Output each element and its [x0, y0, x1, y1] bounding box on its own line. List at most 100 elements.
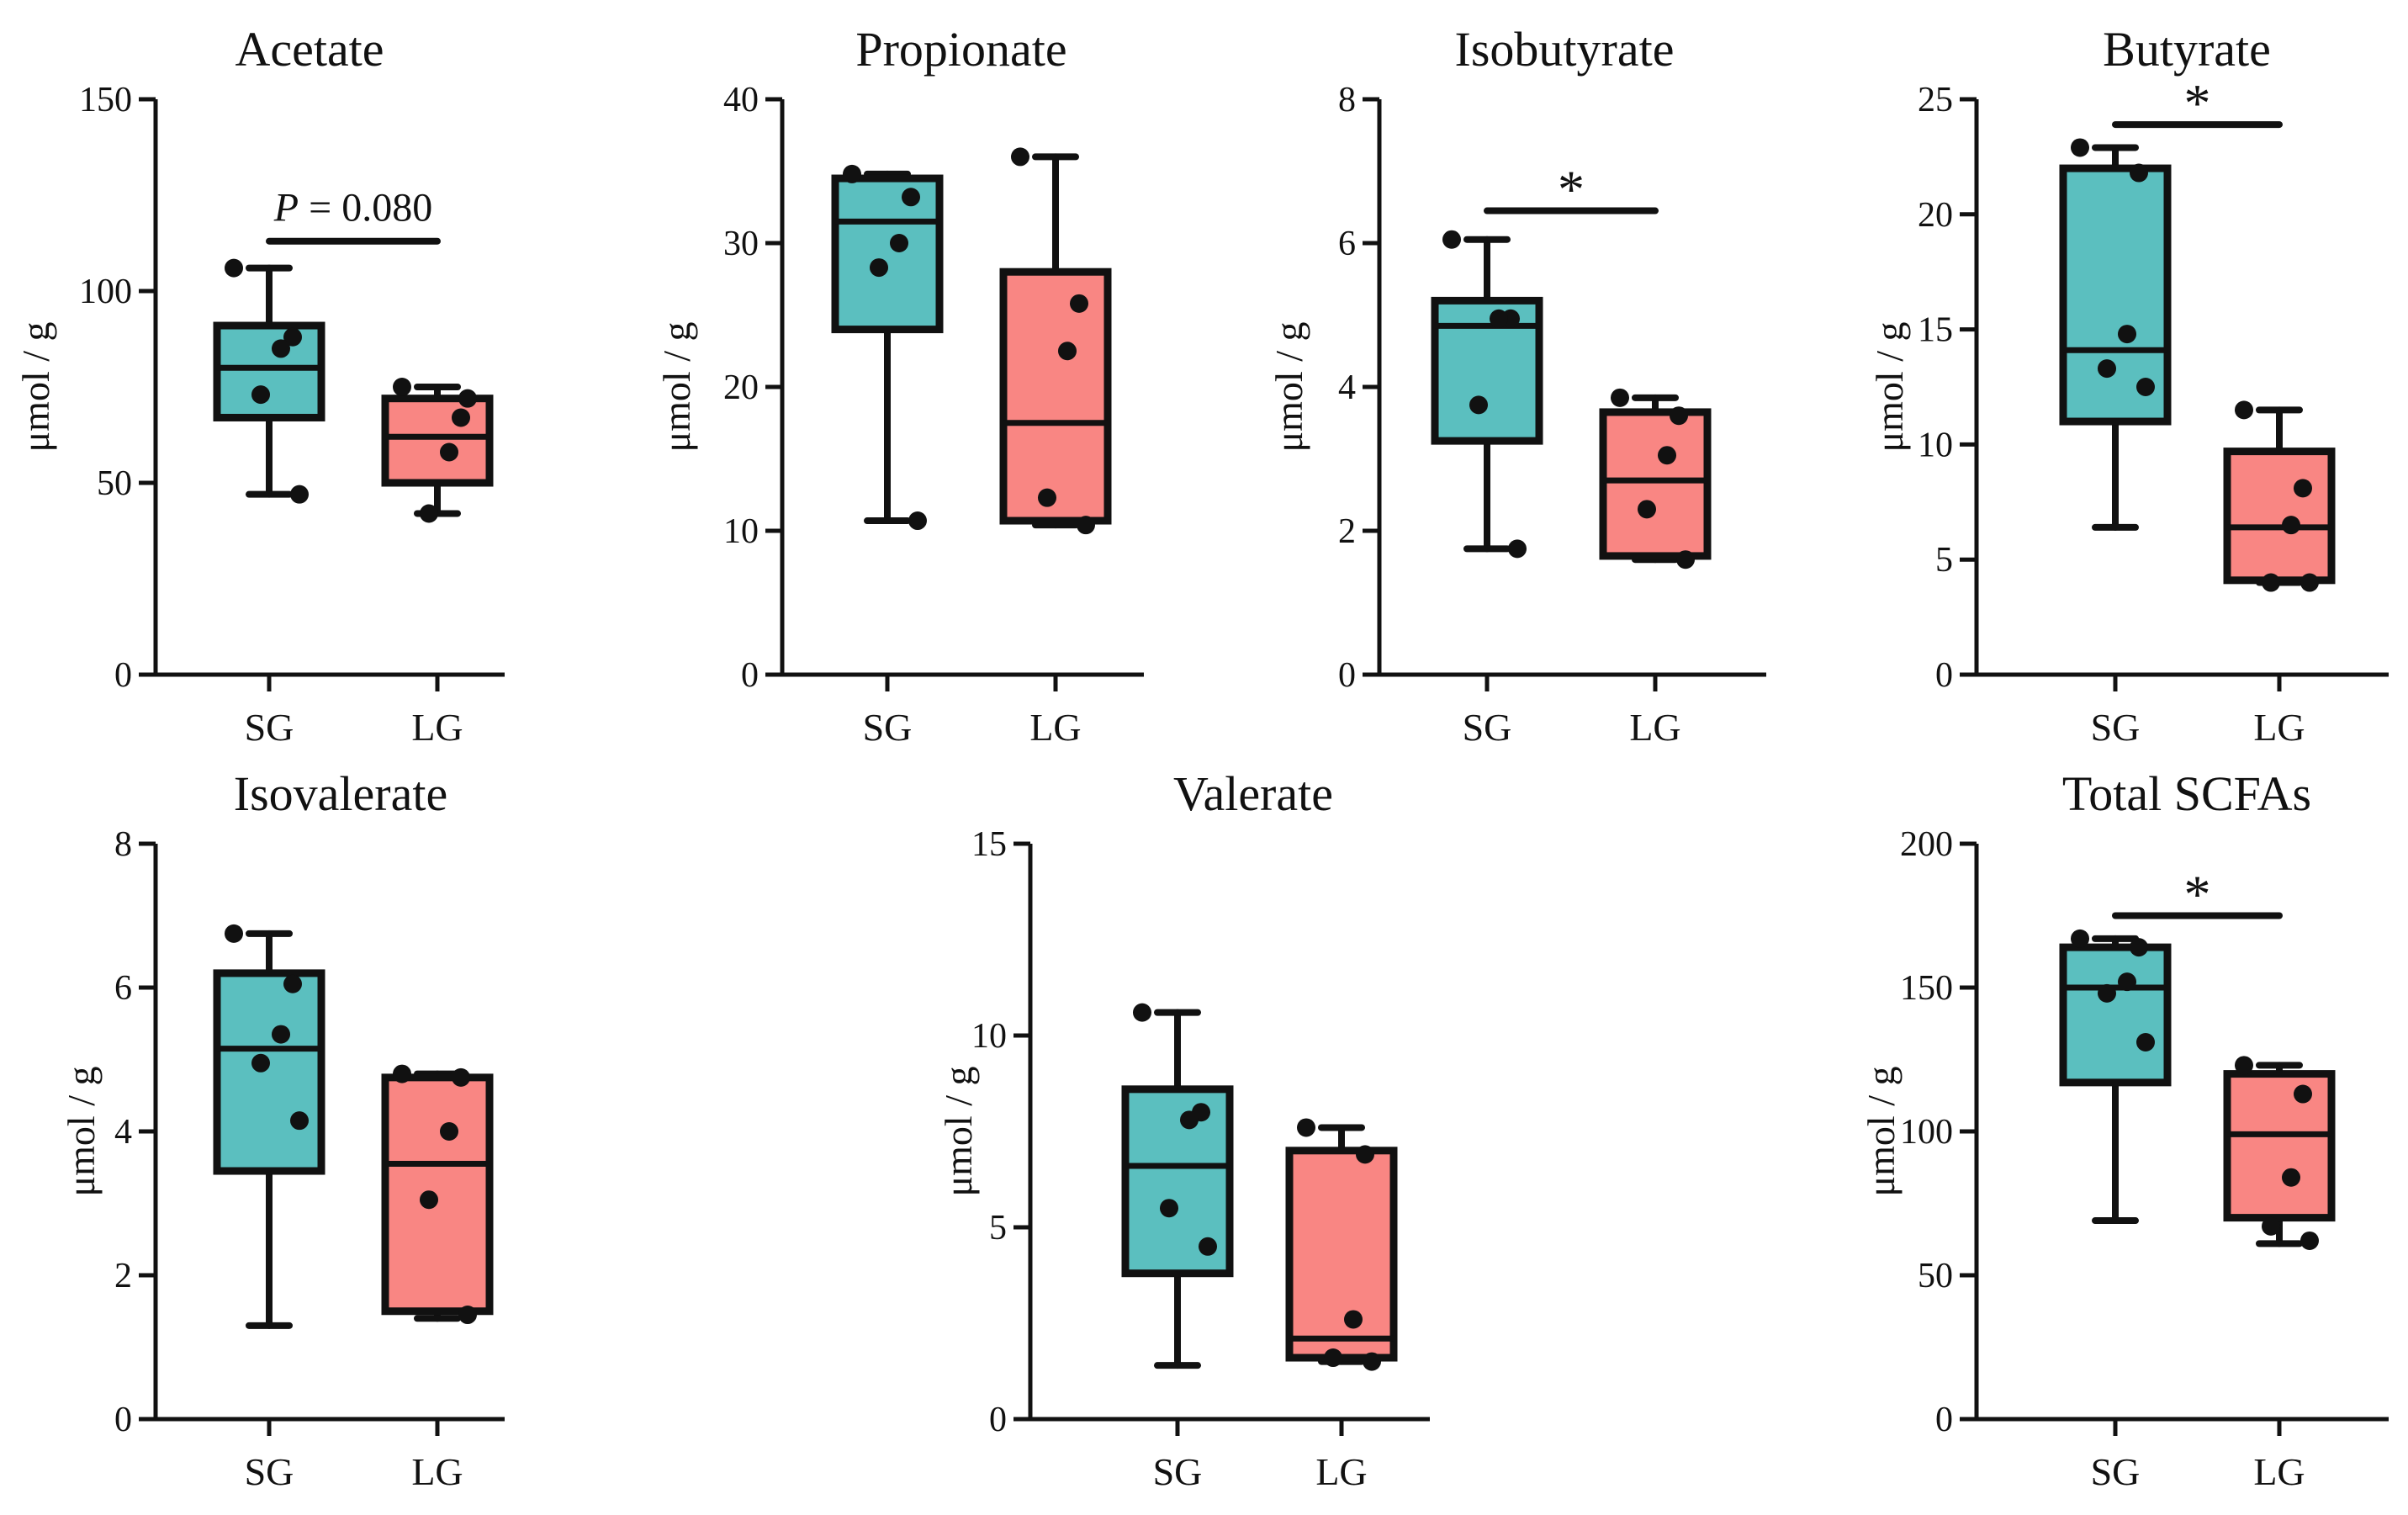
isobutyrate-lg-data-point	[1676, 550, 1695, 569]
isobutyrate-y-tick-label: 0	[1338, 656, 1356, 695]
propionate-sg-data-point	[843, 164, 861, 183]
total-scfas-y-axis-label: μmol / g	[1860, 1066, 1903, 1196]
isobutyrate-sg-box	[1431, 296, 1543, 445]
total-scfas-title: Total SCFAs	[2062, 766, 2311, 821]
total-scfas-sg-category-label: SG	[2091, 1450, 2141, 1493]
isovalerate-sg-box	[213, 969, 325, 1175]
total-scfas-significance-label: *	[2184, 865, 2211, 924]
acetate-y-tick-label: 0	[114, 656, 132, 695]
valerate-lg-data-point	[1356, 1145, 1374, 1164]
total-scfas-lg-data-point	[2294, 1084, 2312, 1104]
acetate-y-tick-label: 150	[79, 81, 132, 119]
propionate-sg-box	[831, 174, 944, 334]
total-scfas-lg-data-point	[2282, 1168, 2300, 1187]
acetate-lg-data-point	[440, 442, 458, 462]
isovalerate-lg-box	[381, 1073, 494, 1316]
butyrate-lg-data-point	[2262, 573, 2280, 592]
acetate-sg-data-point	[290, 485, 309, 504]
isovalerate-title: Isovalerate	[234, 766, 447, 821]
butyrate-lg-data-point	[2294, 479, 2312, 498]
isovalerate-sg-data-point	[290, 1111, 309, 1131]
total-scfas-y-tick-label: 100	[1900, 1113, 1953, 1152]
valerate-sg-data-point	[1180, 1110, 1199, 1130]
isovalerate-y-tick-label: 0	[114, 1401, 132, 1439]
total-scfas-sg-data-point	[2118, 972, 2136, 992]
butyrate-y-tick-label: 15	[1918, 311, 1953, 350]
total-scfas-sg-box	[2059, 943, 2172, 1087]
isovalerate-sg-category-label: SG	[245, 1450, 294, 1493]
butyrate-significance-label: *	[2184, 73, 2211, 133]
butyrate-lg-box	[2223, 448, 2336, 585]
propionate-lg-data-point	[1058, 342, 1077, 361]
total-scfas-lg-data-point	[2235, 1056, 2253, 1075]
valerate-y-tick-label: 15	[971, 825, 1007, 864]
propionate-title: Propionate	[855, 22, 1066, 77]
valerate-sg-data-point	[1199, 1237, 1217, 1256]
total-scfas-lg-category-label: LG	[2253, 1450, 2305, 1493]
total-scfas-y-tick-label: 150	[1900, 969, 1953, 1008]
isobutyrate-sg-data-point	[1490, 309, 1508, 328]
propionate-lg-data-point	[1011, 147, 1029, 167]
propionate-sg-category-label: SG	[863, 706, 913, 749]
propionate-y-tick-label: 0	[741, 656, 759, 695]
propionate-lg-data-point	[1038, 488, 1056, 507]
total-scfas-sg-data-point	[2130, 938, 2148, 957]
isovalerate-y-tick-label: 8	[114, 825, 132, 864]
acetate-sg-data-point	[283, 327, 302, 347]
valerate-y-axis-label: μmol / g	[937, 1066, 980, 1196]
butyrate-sg-data-point	[2130, 163, 2148, 183]
isovalerate-lg-data-point	[393, 1064, 411, 1083]
butyrate-lg-data-point	[2235, 400, 2253, 420]
isobutyrate-lg-data-point	[1658, 446, 1676, 465]
butyrate-y-tick-label: 5	[1935, 541, 1953, 580]
isovalerate-sg-data-point	[283, 974, 302, 993]
isobutyrate-y-tick-label: 8	[1338, 81, 1356, 119]
butyrate-lg-data-point	[2300, 573, 2319, 592]
valerate-y-tick-label: 5	[989, 1209, 1007, 1247]
total-scfas-y-tick-label: 0	[1935, 1401, 1953, 1439]
isovalerate-lg-category-label: LG	[411, 1450, 463, 1493]
isovalerate-y-tick-label: 2	[114, 1257, 132, 1295]
propionate-sg-data-point	[908, 511, 927, 531]
propionate-lg-category-label: LG	[1029, 706, 1081, 749]
isobutyrate-title: Isobutyrate	[1455, 22, 1675, 77]
butyrate-y-tick-label: 25	[1918, 81, 1953, 119]
isobutyrate-sg-data-point	[1508, 539, 1527, 559]
total-scfas-lg-box	[2223, 1070, 2336, 1222]
acetate-sg-box	[213, 321, 325, 421]
isobutyrate-lg-data-point	[1670, 406, 1688, 426]
isobutyrate-sg-data-point	[1442, 230, 1461, 249]
isovalerate-sg-data-point	[225, 924, 243, 943]
isobutyrate-sg-data-point	[1469, 395, 1488, 415]
isobutyrate-lg-category-label: LG	[1629, 706, 1680, 749]
valerate-sg-category-label: SG	[1153, 1450, 1203, 1493]
acetate-lg-data-point	[452, 408, 470, 427]
propionate-y-tick-label: 10	[723, 512, 759, 551]
total-scfas-sg-data-point	[2098, 983, 2116, 1003]
propionate-sg-data-point	[890, 234, 908, 252]
propionate-sg-data-point	[902, 188, 920, 207]
isobutyrate-y-tick-label: 6	[1338, 225, 1356, 263]
acetate-lg-box	[381, 395, 494, 487]
butyrate-lg-category-label: LG	[2253, 706, 2305, 749]
isovalerate-y-tick-label: 6	[114, 969, 132, 1008]
isovalerate-lg-data-point	[458, 1306, 477, 1325]
valerate-lg-data-point	[1324, 1348, 1342, 1368]
propionate-sg-data-point	[870, 258, 888, 278]
isobutyrate-lg-box	[1599, 408, 1712, 560]
butyrate-title: Butyrate	[2103, 22, 2271, 77]
total-scfas-lg-data-point	[2262, 1216, 2280, 1236]
acetate-sg-data-point	[272, 339, 290, 358]
butyrate-y-axis-label: μmol / g	[1868, 321, 1911, 452]
acetate-lg-data-point	[393, 378, 411, 396]
isovalerate-lg-data-point	[420, 1190, 438, 1210]
butyrate-sg-data-point	[2071, 138, 2089, 157]
isobutyrate-lg-data-point	[1611, 388, 1629, 407]
valerate-lg-category-label: LG	[1315, 1450, 1367, 1493]
acetate-y-tick-label: 50	[97, 464, 132, 503]
isobutyrate-y-axis-label: μmol / g	[1268, 321, 1310, 452]
butyrate-y-tick-label: 20	[1918, 196, 1953, 235]
butyrate-y-tick-label: 0	[1935, 656, 1953, 695]
valerate-sg-data-point	[1133, 1003, 1151, 1022]
propionate-lg-box	[999, 268, 1112, 525]
